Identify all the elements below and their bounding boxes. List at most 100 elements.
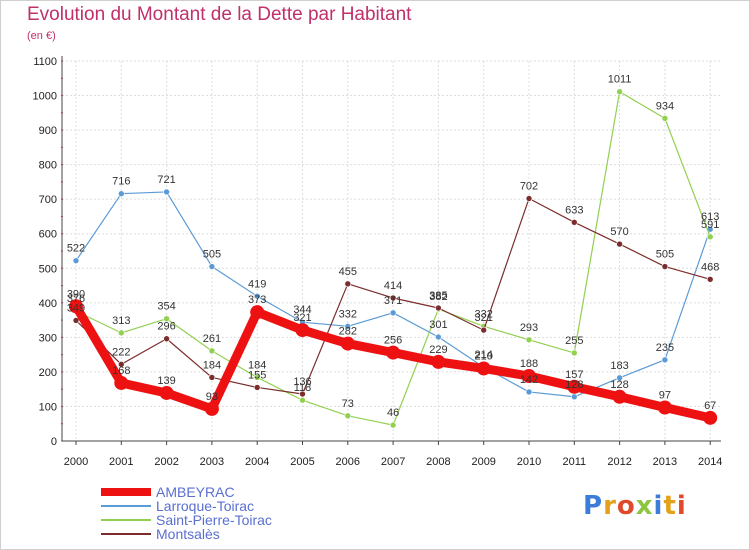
data-label-montsales: 136 xyxy=(293,376,311,388)
data-point-saint-pierre-toirac xyxy=(208,347,216,355)
data-label-larroque-toirac: 419 xyxy=(248,278,266,290)
data-label-larroque-toirac: 371 xyxy=(384,295,402,307)
legend-swatch xyxy=(101,488,151,496)
data-label-ambeyrac: 139 xyxy=(157,375,175,387)
x-tick-label: 2001 xyxy=(109,456,133,468)
data-point-ambeyrac xyxy=(657,400,672,415)
data-point-ambeyrac xyxy=(612,389,627,404)
data-label-saint-pierre-toirac: 382 xyxy=(429,291,447,303)
data-point-ambeyrac xyxy=(159,385,174,400)
data-label-ambeyrac: 210 xyxy=(475,350,493,362)
data-label-ambeyrac: 229 xyxy=(429,344,447,356)
data-label-ambeyrac: 67 xyxy=(704,400,716,412)
data-label-saint-pierre-toirac: 1011 xyxy=(608,74,632,86)
legend-label: Saint-Pierre-Toirac xyxy=(156,512,272,528)
data-point-larroque-toirac xyxy=(525,388,533,396)
y-tick-label: 1100 xyxy=(33,56,57,68)
y-tick-label: 600 xyxy=(39,229,57,241)
data-label-larroque-toirac: 183 xyxy=(610,360,628,372)
data-label-saint-pierre-toirac: 261 xyxy=(203,333,221,345)
x-tick-label: 2009 xyxy=(471,456,495,468)
data-point-ambeyrac xyxy=(250,305,265,320)
x-tick-label: 2004 xyxy=(245,456,269,468)
logo-letter: i xyxy=(676,491,687,521)
data-point-larroque-toirac xyxy=(344,323,352,330)
data-label-larroque-toirac: 613 xyxy=(701,211,719,223)
chart-subtitle: (en €) xyxy=(27,30,56,42)
data-point-saint-pierre-toirac xyxy=(118,329,125,337)
data-label-saint-pierre-toirac: 46 xyxy=(387,407,399,419)
data-label-montsales: 702 xyxy=(520,180,538,192)
data-label-ambeyrac: 97 xyxy=(659,389,671,401)
data-label-ambeyrac: 157 xyxy=(565,369,583,381)
data-point-larroque-toirac xyxy=(661,356,669,364)
data-label-larroque-toirac: 344 xyxy=(293,304,311,316)
data-label-montsales: 296 xyxy=(157,321,175,333)
data-point-larroque-toirac xyxy=(616,374,623,382)
data-label-ambeyrac: 373 xyxy=(248,294,266,306)
data-point-saint-pierre-toirac xyxy=(163,315,170,323)
data-point-larroque-toirac xyxy=(208,263,216,270)
data-point-ambeyrac xyxy=(69,299,83,314)
data-label-saint-pierre-toirac: 934 xyxy=(656,100,674,112)
data-label-larroque-toirac: 214 xyxy=(475,349,493,361)
data-label-ambeyrac: 282 xyxy=(339,326,357,338)
data-label-larroque-toirac: 301 xyxy=(429,319,447,331)
data-label-saint-pierre-toirac: 354 xyxy=(157,301,175,313)
y-tick-label: 300 xyxy=(39,332,57,344)
x-tick-label: 2013 xyxy=(653,456,677,468)
data-point-larroque-toirac xyxy=(163,188,170,196)
data-label-saint-pierre-toirac: 313 xyxy=(112,315,130,327)
y-tick-label: 0 xyxy=(51,436,57,448)
legend-label: Montsalès xyxy=(156,526,220,542)
data-point-larroque-toirac xyxy=(435,333,442,341)
data-point-ambeyrac xyxy=(340,336,355,351)
data-point-montsales xyxy=(389,294,397,302)
data-labels: 3901681399337332128225622921018815712897… xyxy=(67,74,720,419)
data-point-saint-pierre-toirac xyxy=(706,233,714,241)
y-tick-label: 900 xyxy=(39,125,57,137)
y-tick-label: 800 xyxy=(39,160,57,172)
y-tick-labels: 0 100 200 300 400 500 600 700 800 900 1000 1100 xyxy=(33,56,57,448)
data-label-montsales: 222 xyxy=(112,346,130,358)
y-tick-label: 100 xyxy=(39,401,57,413)
data-point-ambeyrac xyxy=(386,345,401,360)
y-tick-label: 200 xyxy=(39,367,57,379)
x-tick-label: 2012 xyxy=(607,456,631,468)
data-point-montsales xyxy=(72,317,80,324)
data-label-ambeyrac: 128 xyxy=(610,379,628,391)
data-point-saint-pierre-toirac xyxy=(661,115,669,122)
proxiti-logo: Proxiti xyxy=(583,491,687,521)
data-point-ambeyrac xyxy=(114,375,129,390)
logo-letter: t xyxy=(663,491,677,521)
logo-letter: x xyxy=(635,491,654,521)
data-point-larroque-toirac xyxy=(118,190,125,197)
legend-label: Larroque-Toirac xyxy=(156,498,255,514)
data-point-saint-pierre-toirac xyxy=(525,336,533,344)
data-point-ambeyrac xyxy=(567,379,582,394)
data-point-montsales xyxy=(299,390,306,398)
legend-label: AMBEYRAC xyxy=(156,484,235,500)
data-label-montsales: 455 xyxy=(339,266,357,278)
x-tick-label: 2011 xyxy=(562,456,586,468)
data-point-larroque-toirac xyxy=(389,309,397,317)
x-tick-label: 2010 xyxy=(517,456,541,468)
data-label-saint-pierre-toirac: 255 xyxy=(565,335,583,347)
data-label-saint-pierre-toirac: 73 xyxy=(342,398,354,410)
data-label-montsales: 414 xyxy=(384,280,402,292)
data-point-montsales xyxy=(344,280,352,288)
data-point-montsales xyxy=(525,195,533,202)
data-label-saint-pierre-toirac: 118 xyxy=(294,382,312,394)
data-point-ambeyrac xyxy=(703,410,718,425)
data-label-ambeyrac: 390 xyxy=(67,288,85,300)
x-tick-label: 2006 xyxy=(336,456,360,468)
data-label-larroque-toirac: 235 xyxy=(656,342,674,354)
data-label-montsales: 468 xyxy=(701,261,719,273)
data-point-montsales xyxy=(163,335,170,343)
data-label-montsales: 155 xyxy=(248,369,266,381)
data-label-ambeyrac: 168 xyxy=(112,365,130,377)
data-label-ambeyrac: 256 xyxy=(384,335,402,347)
data-point-ambeyrac xyxy=(204,401,219,416)
legend-swatch xyxy=(101,505,151,507)
